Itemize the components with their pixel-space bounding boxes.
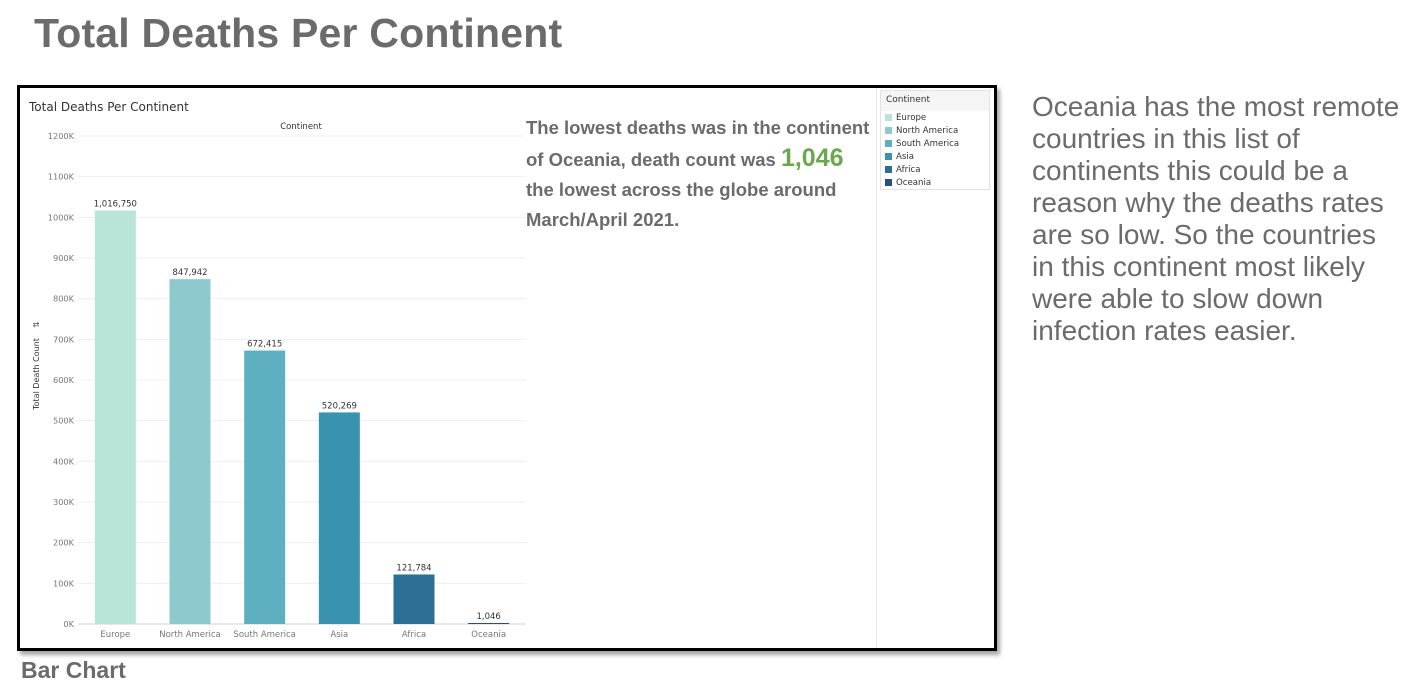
bar-chart: Total Deaths Per Continent Continent Tot… — [28, 100, 526, 640]
x-tick-label: Africa — [402, 630, 426, 640]
slide-title: Total Deaths Per Continent — [34, 10, 563, 56]
value-label: 847,942 — [172, 268, 207, 278]
legend-item-north-america[interactable]: North America — [881, 124, 989, 137]
chart-caption: Bar Chart — [21, 657, 126, 683]
y-axis-ticks: 0K 100K 200K 300K 400K 500K 600K 700K 800K 900K 10… — [48, 131, 75, 629]
value-label: 1,016,750 — [94, 200, 137, 210]
gridlines — [78, 135, 526, 625]
bar-europe[interactable] — [94, 210, 136, 624]
y-tick-label: 0K — [63, 619, 74, 629]
value-labels: 1,016,750 847,942 672,415 520,269 121,784 1,0… — [94, 200, 501, 622]
bars — [94, 210, 510, 624]
value-label: 121,784 — [396, 563, 431, 573]
annotation-text-before: The lowest deaths was in the continent o… — [526, 117, 870, 170]
annotation-text-after: the lowest across the globe around March… — [526, 179, 837, 230]
legend-swatch — [885, 153, 892, 160]
value-label: 1,046 — [476, 612, 500, 622]
chart-title: Total Deaths Per Continent — [28, 100, 189, 114]
y-axis-title-group: Total Death Count ⇅ — [32, 321, 41, 411]
y-tick-label: 800K — [53, 294, 75, 304]
value-label: 520,269 — [322, 401, 357, 411]
legend-swatch — [885, 114, 892, 121]
legend-label: Europe — [896, 112, 927, 123]
x-tick-label: Europe — [100, 630, 130, 640]
legend-swatch — [885, 127, 892, 134]
legend: Continent Europe North America South Ame… — [880, 90, 990, 190]
legend-label: Asia — [896, 151, 915, 162]
chart-annotation: The lowest deaths was in the continent o… — [526, 113, 871, 235]
bar-asia[interactable] — [318, 412, 360, 624]
bar-oceania[interactable] — [468, 623, 510, 624]
bar-north-america[interactable] — [169, 279, 211, 624]
legend-title: Continent — [881, 91, 989, 111]
legend-label: Oceania — [896, 177, 932, 188]
y-tick-label: 500K — [53, 416, 75, 426]
bar-south-america[interactable] — [244, 350, 286, 624]
x-tick-label: South America — [233, 630, 295, 640]
dashboard-frame: Total Deaths Per Continent Continent Tot… — [17, 85, 997, 651]
legend-swatch — [885, 166, 892, 173]
sort-icon[interactable]: ⇅ — [32, 321, 41, 328]
legend-label: North America — [896, 125, 959, 136]
x-axis-ticks: Europe North America South America Asia Afri… — [100, 630, 506, 640]
y-tick-label: 900K — [53, 253, 75, 263]
x-tick-label: Asia — [330, 630, 348, 640]
column-header: Continent — [280, 122, 322, 132]
legend-item-africa[interactable]: Africa — [881, 163, 989, 176]
x-tick-label: Oceania — [471, 630, 506, 640]
y-tick-label: 1200K — [48, 131, 75, 141]
legend-item-europe[interactable]: Europe — [881, 111, 989, 124]
y-tick-label: 600K — [53, 375, 75, 385]
legend-item-asia[interactable]: Asia — [881, 150, 989, 163]
value-label: 672,415 — [247, 340, 282, 350]
legend-label: Africa — [896, 164, 921, 175]
y-tick-label: 300K — [53, 497, 75, 507]
y-tick-label: 700K — [53, 334, 75, 344]
y-tick-label: 100K — [53, 578, 75, 588]
legend-divider — [876, 88, 877, 648]
legend-label: South America — [896, 138, 960, 149]
legend-item-south-america[interactable]: South America — [881, 137, 989, 150]
annotation-highlight: 1,046 — [780, 144, 844, 172]
y-axis-title: Total Death Count — [32, 338, 41, 411]
legend-item-oceania[interactable]: Oceania — [881, 176, 989, 189]
y-tick-label: 1000K — [48, 212, 75, 222]
legend-swatch — [885, 179, 892, 186]
y-tick-label: 1100K — [48, 172, 75, 182]
legend-swatch — [885, 140, 892, 147]
y-tick-label: 400K — [53, 456, 75, 466]
side-note: Oceania has the most remote countries in… — [1032, 91, 1400, 346]
x-tick-label: North America — [159, 630, 221, 640]
y-tick-label: 200K — [53, 538, 75, 548]
bar-africa[interactable] — [393, 574, 435, 624]
